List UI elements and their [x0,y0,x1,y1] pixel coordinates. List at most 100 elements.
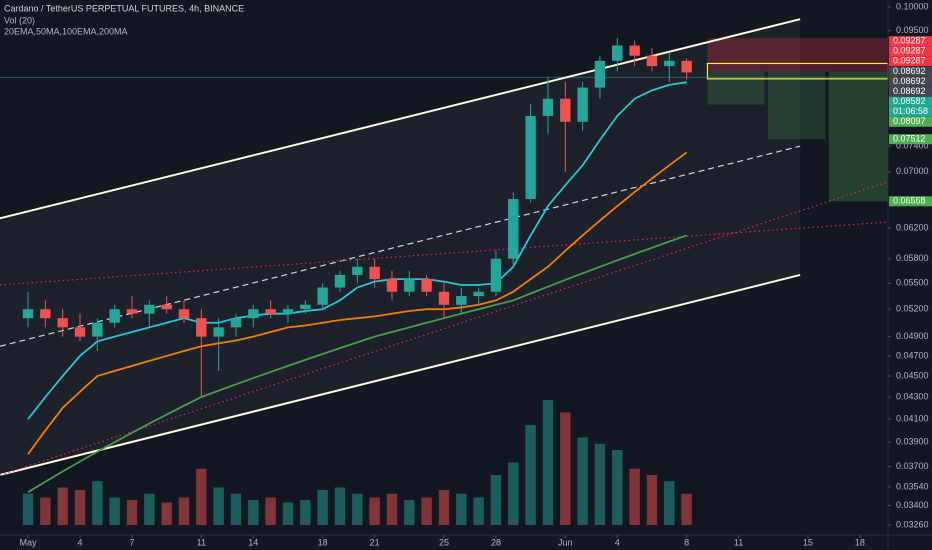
volume-bar [196,468,207,525]
volume-bar [560,412,571,525]
price-label: 0.08692 [893,86,926,96]
volume-bar [490,475,502,525]
price-label-box [889,96,932,107]
candle-body [334,274,346,288]
candle-body [594,60,606,88]
x-tick-label: 8 [684,537,689,547]
volume-bar [681,493,692,525]
candle-body [230,318,242,328]
volume-bar [40,497,51,525]
y-tick-label: 0.07400 [896,141,929,151]
candle-body [213,327,224,337]
candle-body [109,309,120,323]
volume-bar [386,493,398,525]
volume-bar [542,400,554,525]
candle-body [560,98,571,122]
x-tick-label: May [19,537,37,547]
countdown-box [889,106,932,117]
candle-body [473,291,484,297]
price-label-box [889,66,932,77]
candle-body [57,318,68,328]
x-tick-label: 11 [734,537,743,547]
y-tick-label: 0.03700 [896,461,929,471]
candle-body [40,309,51,319]
price-label: 0.09287 [893,46,926,56]
price-label: 0.08097 [893,116,926,126]
trendline [0,18,801,220]
volume-bar [57,487,68,525]
x-tick-label: 25 [439,537,449,547]
x-tick-label: 4 [615,537,620,547]
volume-bar [404,500,415,525]
volume-bar [213,487,224,525]
volume-bar [248,500,259,525]
x-tick-label: 15 [803,537,813,547]
y-tick-label: 0.09500 [896,25,929,35]
candle-body [542,98,554,116]
candle-body [248,309,259,319]
volume-bar [646,475,658,525]
y-tick-label: 0.03400 [896,500,929,510]
candle-body [196,318,207,337]
volume-bar [265,497,276,525]
price-label: 0.09287 [893,36,926,46]
y-tick-label: 0.05500 [896,278,929,288]
price-label-box [889,86,932,97]
candle-body [490,258,502,292]
candle-body [300,304,311,310]
y-tick-label: 0.04300 [896,391,929,401]
candle-body [22,309,34,319]
candle-body [525,115,536,200]
moving-average [27,151,688,455]
volume-bar [577,437,588,525]
price-label-box [889,116,932,127]
volume-bar [438,490,450,525]
candle-body [404,279,415,292]
volume-bar [421,497,432,525]
candle-body [456,296,467,305]
price-label: 0.08582 [893,96,926,106]
price-label: 0.06568 [893,196,926,206]
chart-title: Cardano / TetherUS PERPETUAL FUTURES, 4h… [4,3,244,13]
moving-average [27,234,687,493]
candle-body [352,266,363,275]
y-tick-label: 0.10000 [896,1,929,11]
y-tick-label: 0.04500 [896,370,929,380]
candle-body [664,60,675,67]
price-label-box [889,46,932,57]
price-label-box [889,196,932,207]
x-tick-label: 28 [491,537,501,547]
volume-bar [317,490,328,525]
candle-body [421,279,432,292]
volume-bar [612,450,623,525]
price-label: 0.08692 [893,76,926,86]
y-tick-label: 0.05200 [896,304,929,314]
price-label: 0.08692 [893,66,926,76]
volume-bar [369,497,380,525]
position-zone [706,62,889,80]
volume-bar [22,493,34,525]
y-tick-label: 0.03260 [896,519,929,529]
price-label-box [889,36,932,47]
candle-body [386,279,398,292]
trendline [0,145,801,347]
volume-bar [126,500,138,525]
candle-body [577,87,588,122]
y-tick-label: 0.06200 [896,222,929,232]
volume-bar [92,481,103,525]
volume-bar [144,493,155,525]
x-tick-label: 7 [129,537,134,547]
y-tick-label: 0.05800 [896,253,929,263]
x-tick-label: 18 [855,537,865,547]
candle-body [612,45,623,61]
volume-bar [334,487,346,525]
volume-bar [352,493,363,525]
plot-background [0,19,889,475]
y-tick-label: 0.03900 [896,437,929,447]
channel-fill [0,19,801,475]
candle-body [282,309,294,314]
y-tick-label: 0.04900 [896,331,929,341]
indicator-label: Vol (20) [4,15,35,25]
volume-bar [456,493,467,525]
price-label: 0.07512 [893,134,926,144]
